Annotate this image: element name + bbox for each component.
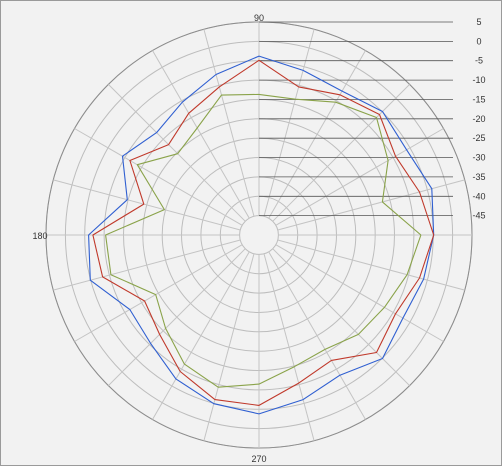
radial-tick-label: -5 [475, 56, 483, 66]
radial-tick-label: -35 [472, 172, 485, 182]
series-line-3 [105, 93, 422, 388]
grid-spoke [272, 84, 410, 222]
grid-spoke [277, 239, 465, 291]
grid-spoke [74, 128, 243, 226]
grid-spoke [108, 84, 246, 222]
grid-spoke [263, 253, 315, 441]
radial-tick-label: 0 [476, 36, 481, 46]
series-line-1 [88, 55, 435, 415]
grid-spoke [272, 248, 410, 386]
radial-tick-label: -15 [472, 95, 485, 105]
angle-label-90: 90 [254, 13, 264, 23]
radial-tick-label: -25 [472, 133, 485, 143]
grid-spoke [108, 248, 246, 386]
radial-tick-label: 5 [476, 17, 481, 27]
grid-spoke [152, 251, 250, 420]
angle-label-270: 270 [251, 454, 266, 464]
series-line-2 [92, 59, 435, 406]
grid-spoke [53, 239, 241, 291]
grid-spoke [203, 253, 255, 441]
radial-tick-label: -10 [472, 75, 485, 85]
grid-spoke [268, 50, 366, 219]
grid-spoke [263, 29, 315, 217]
grid-spoke [275, 244, 444, 342]
radial-tick-label: -30 [472, 153, 485, 163]
grid-spoke [268, 251, 366, 420]
radial-tick-label: -45 [472, 211, 485, 221]
grid-spoke [203, 29, 255, 217]
grid-spoke [74, 244, 243, 342]
grid-spoke [277, 179, 465, 231]
grid-ring [239, 215, 279, 255]
radial-tick-label: -40 [472, 191, 485, 201]
angle-label-180: 180 [32, 231, 47, 241]
grid-spoke [53, 179, 241, 231]
grid-spoke [152, 50, 250, 219]
radial-tick-label: -20 [472, 114, 485, 124]
